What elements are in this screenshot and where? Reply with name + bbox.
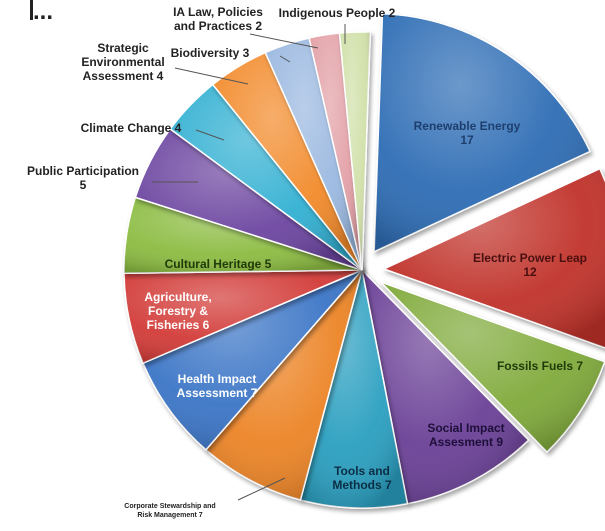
slice-label: IA Law, Policies and Practices 2 [173,5,263,33]
slice-label-line: Fossils Fuels 7 [497,359,583,373]
slice-label-line: Assessment 7 [177,386,258,400]
pie-slice-group [299,269,409,509]
leader-line [195,129,225,141]
pie-slice-shading [205,270,362,500]
slice-label: Fossils Fuels 7 [497,359,583,373]
slice-label: Public Participation 5 [27,164,139,192]
slice-label: Renewable Energy 17 [414,119,521,147]
pie-slice-group [379,281,605,453]
pie-slice-group [123,269,363,365]
slice-label: Agriculture, Forestry & Fisheries 6 [144,290,211,332]
leader-line [174,67,249,85]
pie-slice-shading [265,37,362,271]
corner-truncated-text: ... [0,0,53,24]
slice-label: Cultural Heritage 5 [165,257,272,271]
slice-label-line: IA Law, Policies [173,5,263,19]
slice-label: Health Impact Assessment 7 [177,372,258,400]
slice-label-line: Tools and [334,464,390,478]
slice-label-line: 17 [460,133,474,147]
slice-label-line: Health Impact [178,372,257,386]
slice-label: Electric Power Leap 12 [473,251,587,279]
leader-line [249,33,319,49]
slice-label: Strategic Environmental Assessment 4 [81,41,164,83]
pie-slice-shading [362,270,529,504]
slice-label: Tools and Methods 7 [332,464,392,492]
slice-label: Indigenous People 2 [279,6,396,20]
pie-slice-shading [309,33,362,270]
pie-slice-shading [124,197,363,274]
slice-label-line: Corporate Stewardship and [124,503,215,510]
pie-slice-shading [124,270,363,364]
slice-label: Corporate Stewardship and Risk Management… [124,503,215,519]
pie-slice-group [338,31,372,271]
slice-label-line: Forestry & [148,304,208,318]
slice-label-line: Strategic [97,41,149,55]
leader-line [279,55,291,63]
slice-label: Biodiversity 3 [171,46,250,60]
pie-slice-group [373,13,592,253]
slice-label-line: Biodiversity 3 [171,46,250,60]
slice-label: Climate Change 4 [81,121,182,135]
slice-label-line: Assessment 4 [83,69,164,83]
slice-label-line: Cultural Heritage 5 [165,257,272,271]
pie-slice-group [381,167,605,349]
slice-label-line: Fisheries 6 [147,318,210,332]
pie-slice-shading [212,52,362,271]
slice-label-line: Climate Change 4 [81,121,182,135]
slice-label-line: 12 [523,265,537,279]
pie-slice-shading [374,13,591,252]
slice-label-line: Electric Power Leap [473,251,587,265]
slice-label-line: 5 [80,178,87,192]
slice-label: Social Impact Assesment 9 [427,421,504,449]
pie-slice-shading [300,270,408,508]
pie-slice-shading [143,270,362,450]
slice-label-line: Indigenous People 2 [279,6,396,20]
pie-slice-group [360,267,530,505]
pie-slice-shading [380,281,605,452]
slice-label-line: Social Impact [427,421,504,435]
pie-slice-group [204,269,363,501]
slice-label-line: Public Participation [27,164,139,178]
slice-label-line: Assesment 9 [429,435,503,449]
pie-slice-shading [383,168,605,348]
slice-label-line: and Practices 2 [174,19,262,33]
pie-slice-shading [135,129,362,270]
slice-label-line: Risk Management 7 [137,512,202,519]
pie-slice-shading [339,31,371,270]
slice-label-line: Renewable Energy [414,119,521,133]
slice-label-line: Methods 7 [332,478,392,492]
slice-label-line: Agriculture, [144,290,211,304]
pie-slice-shading [170,84,362,270]
leader-line [237,477,286,501]
pie-slice-group [142,269,363,451]
slice-label-line: Environmental [81,55,164,69]
